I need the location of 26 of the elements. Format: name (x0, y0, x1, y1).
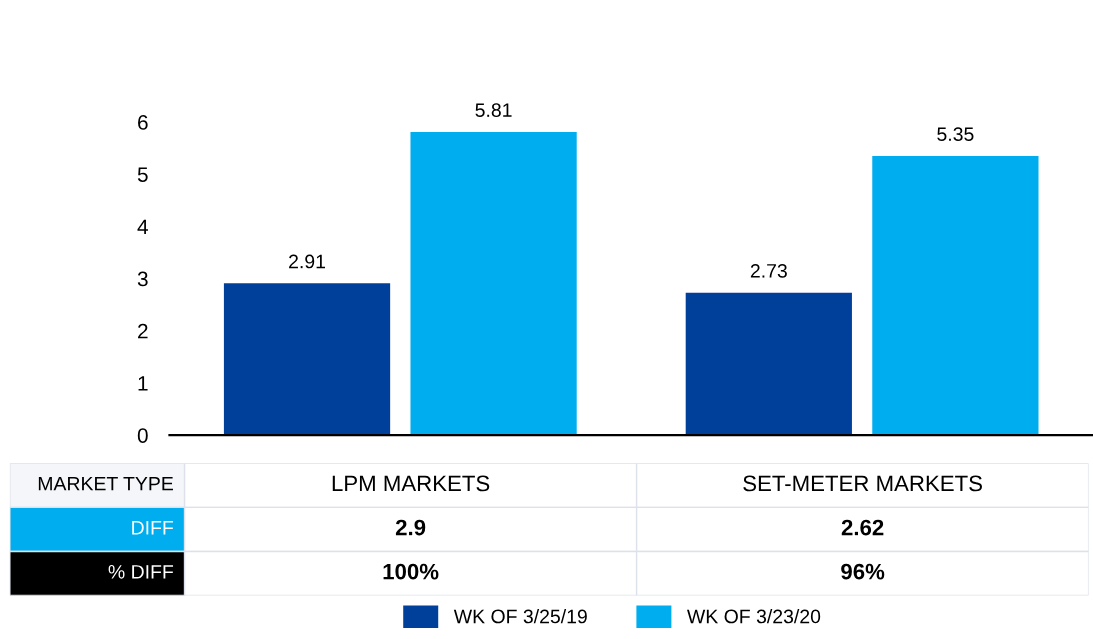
bar (410, 131, 577, 436)
bar (685, 292, 852, 436)
legend-label: WK OF 3/23/20 (687, 609, 821, 624)
data-label: 5.35 (937, 127, 974, 142)
y-tick-label: 4 (137, 219, 148, 234)
y-tick-label: 5 (137, 167, 148, 182)
text: 96% (841, 563, 885, 580)
data-label: 2.91 (289, 254, 325, 269)
text: 100% (383, 563, 439, 580)
data-label: 5.81 (475, 103, 512, 118)
y-tick-label: 2 (138, 323, 148, 339)
text: DIFF (132, 521, 174, 535)
data-label: 2.73 (750, 263, 787, 278)
bar (872, 155, 1039, 436)
y-tick-label: 3 (137, 271, 148, 287)
x-tick-label: SET-METER MARKETS (743, 475, 982, 492)
y-tick-label: 0 (137, 428, 148, 443)
x-tick-label: LPM MARKETS (332, 475, 490, 492)
text: % DIFF (108, 565, 174, 579)
y-tick-label: 6 (138, 115, 148, 130)
text: 2.62 (841, 519, 884, 536)
text: 2.9 (395, 519, 426, 536)
text: MARKET TYPE (38, 476, 173, 491)
bar (223, 283, 391, 436)
y-tick-label: 1 (138, 376, 148, 391)
legend-label: WK OF 3/25/19 (453, 609, 587, 624)
